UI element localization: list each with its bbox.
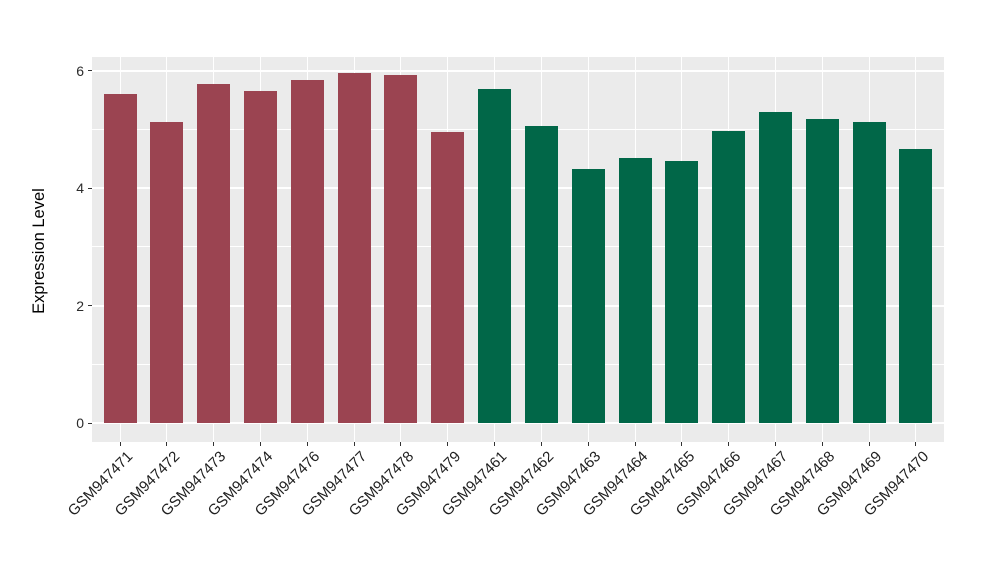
gridline-major-y4 — [92, 187, 944, 190]
y-tick-2 — [88, 305, 92, 307]
bar-GSM947476 — [290, 79, 324, 424]
bar-GSM947468 — [805, 119, 839, 424]
bar-GSM947479 — [431, 132, 465, 424]
bar-GSM947466 — [712, 131, 746, 424]
x-tick-GSM947462 — [540, 442, 542, 446]
plot-panel — [92, 57, 944, 442]
gridline-minor-y3 — [92, 246, 944, 248]
bar-GSM947465 — [665, 161, 699, 424]
y-tick-label-0: 0 — [76, 415, 84, 432]
gridline-major-y2 — [92, 304, 944, 307]
bar-GSM947471 — [103, 94, 137, 424]
bar-GSM947477 — [337, 73, 371, 424]
x-tick-GSM947473 — [213, 442, 215, 446]
gridline-major-y0 — [92, 422, 944, 425]
x-tick-GSM947468 — [821, 442, 823, 446]
bar-GSM947467 — [758, 112, 792, 424]
bar-GSM947462 — [524, 126, 558, 424]
x-tick-GSM947465 — [681, 442, 683, 446]
gridline-minor-y5 — [92, 128, 944, 130]
y-tick-label-4: 4 — [76, 180, 84, 197]
y-tick-6 — [88, 70, 92, 72]
x-tick-GSM947461 — [494, 442, 496, 446]
x-tick-GSM947479 — [447, 442, 449, 446]
bar-GSM947478 — [384, 75, 418, 424]
gridline-major-y6 — [92, 69, 944, 72]
bar-GSM947469 — [852, 121, 886, 424]
y-tick-label-6: 6 — [76, 62, 84, 79]
bar-GSM947473 — [197, 84, 231, 424]
x-tick-GSM947469 — [868, 442, 870, 446]
y-tick-label-2: 2 — [76, 297, 84, 314]
x-tick-GSM947478 — [400, 442, 402, 446]
x-tick-GSM947474 — [260, 442, 262, 446]
x-tick-GSM947472 — [166, 442, 168, 446]
bar-GSM947472 — [150, 122, 184, 424]
y-tick-0 — [88, 422, 92, 424]
x-tick-GSM947463 — [587, 442, 589, 446]
x-tick-GSM947476 — [306, 442, 308, 446]
x-tick-GSM947477 — [353, 442, 355, 446]
bar-GSM947461 — [478, 89, 512, 424]
x-tick-GSM947467 — [774, 442, 776, 446]
y-axis-title: Expression Level — [30, 188, 48, 314]
bar-GSM947474 — [244, 90, 278, 424]
bar-GSM947464 — [618, 158, 652, 424]
bar-GSM947470 — [899, 148, 933, 424]
x-tick-GSM947466 — [728, 442, 730, 446]
bar-GSM947463 — [571, 169, 605, 424]
gridline-minor-y1 — [92, 363, 944, 365]
x-tick-GSM947464 — [634, 442, 636, 446]
y-tick-4 — [88, 187, 92, 189]
x-tick-GSM947471 — [119, 442, 121, 446]
x-tick-GSM947470 — [915, 442, 917, 446]
